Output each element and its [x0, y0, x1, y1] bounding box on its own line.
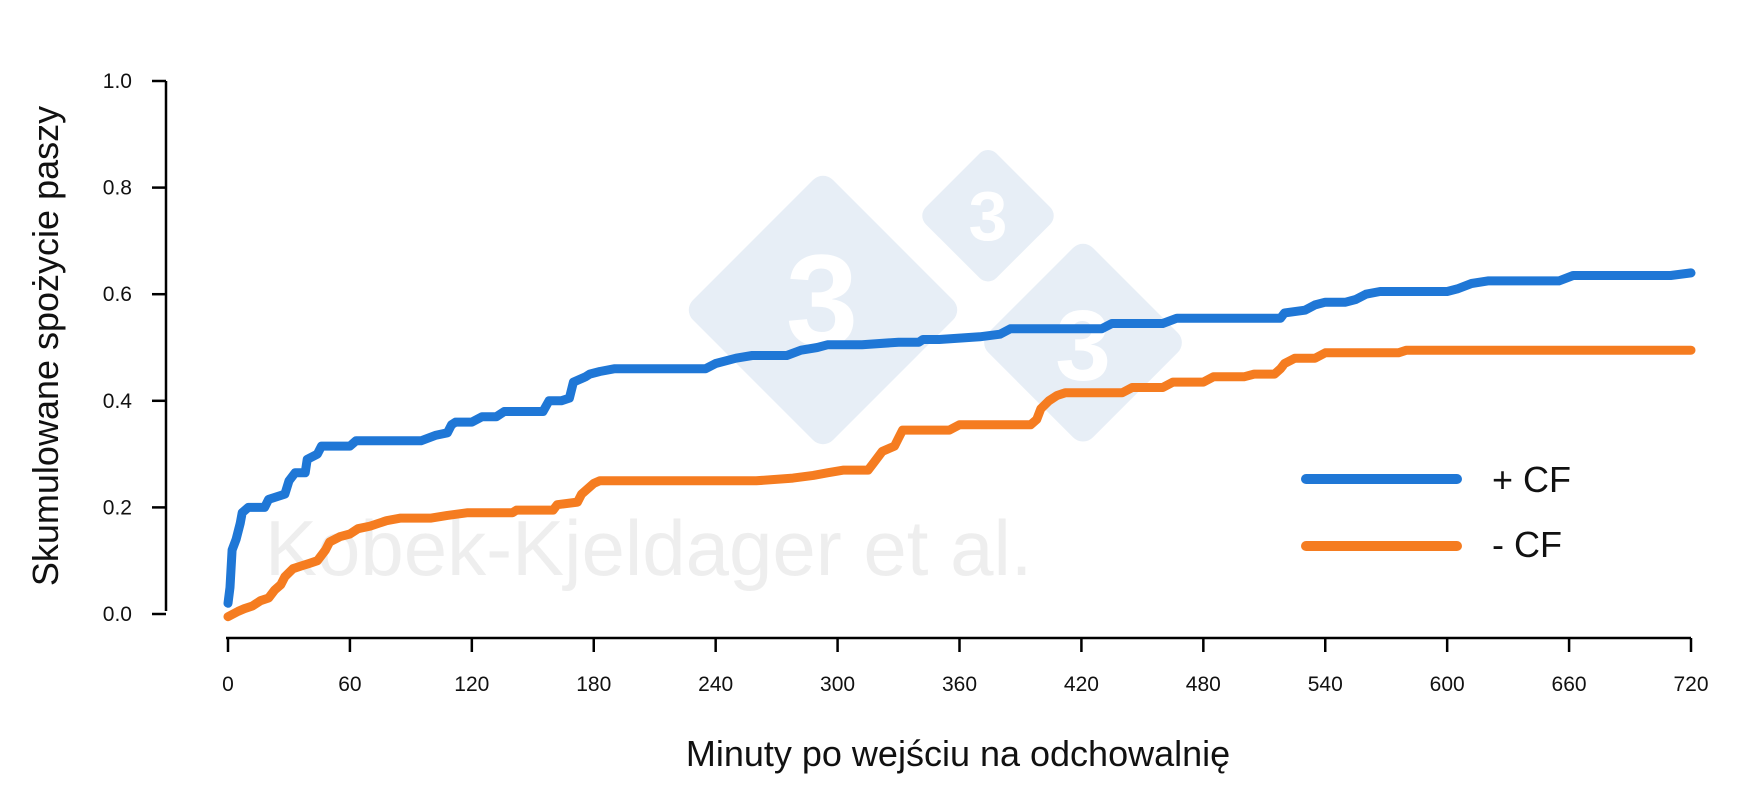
y-tick-label: 0.8: [103, 177, 132, 200]
series-line-plus-cf: [223, 268, 1696, 608]
series-line-minus-cf: [223, 345, 1696, 622]
x-tick-label: 360: [942, 673, 977, 696]
y-tick-label: 0.6: [103, 283, 132, 306]
watermark-text: Kobek-Kjeldager et al.: [265, 504, 1032, 592]
y-tick-label: 1.0: [103, 70, 132, 93]
y-axis-ticks: 0.0 0.2 0.4 0.6 0.8 1.0: [103, 70, 166, 626]
y-tick-label: 0.0: [103, 603, 132, 626]
x-axis-title: Minuty po wejściu na odchowalnię: [686, 733, 1230, 774]
x-tick-label: 240: [698, 673, 733, 696]
svg-text:3: 3: [1055, 290, 1111, 402]
x-tick-label: 60: [338, 673, 361, 696]
y-tick-label: 0.2: [103, 496, 132, 519]
legend-label-plus-cf: + CF: [1492, 459, 1571, 500]
x-tick-label: 660: [1552, 673, 1587, 696]
x-axis-ticks: 0 60 120 180 240 300 360 420 480 540 600 660 720: [222, 638, 1709, 696]
series-layer: [223, 268, 1696, 622]
x-tick-label: 720: [1673, 673, 1708, 696]
x-tick-label: 480: [1186, 673, 1221, 696]
x-tick-label: 420: [1064, 673, 1099, 696]
x-tick-label: 540: [1308, 673, 1343, 696]
x-tick-label: 300: [820, 673, 855, 696]
x-tick-label: 180: [576, 673, 611, 696]
y-axis-title: Skumulowane spożycie paszy: [25, 106, 66, 586]
x-tick-label: 600: [1430, 673, 1465, 696]
legend-label-minus-cf: - CF: [1492, 524, 1562, 565]
watermark-logo-icon: 3 3 3: [688, 149, 1182, 445]
svg-text:3: 3: [969, 177, 1008, 255]
x-tick-label: 0: [222, 673, 234, 696]
legend: + CF - CF: [1301, 459, 1571, 565]
y-tick-label: 0.4: [103, 390, 133, 413]
x-tick-label: 120: [454, 673, 489, 696]
